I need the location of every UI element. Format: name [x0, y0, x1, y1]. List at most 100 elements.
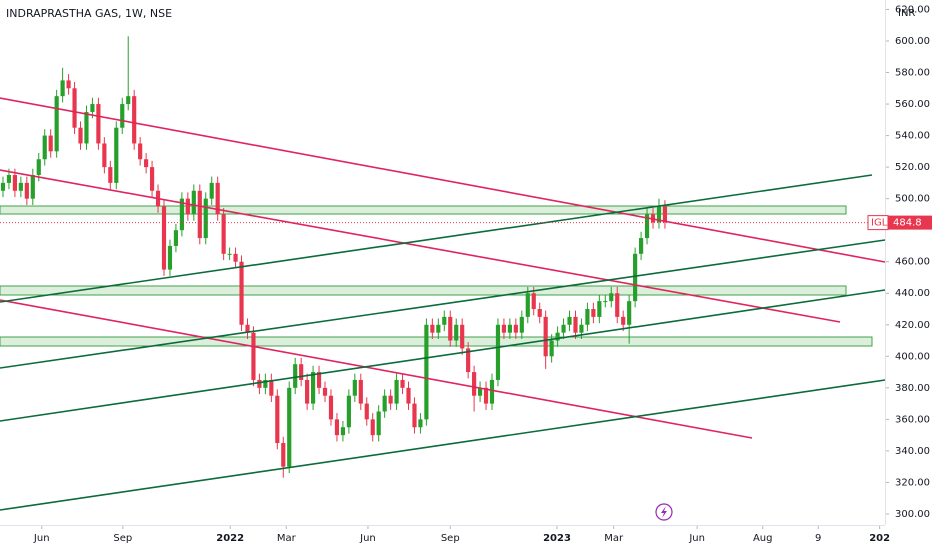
candle-body [227, 253, 232, 255]
candle-body [221, 214, 226, 254]
candle-body [84, 111, 89, 144]
candle-body [591, 309, 596, 317]
candle-body [54, 96, 59, 152]
candle-body [251, 332, 256, 380]
x-tick-label: Jun [688, 533, 705, 544]
x-tick-label: 9 [815, 533, 821, 544]
candle-body [179, 198, 184, 231]
candle-body [549, 340, 554, 357]
candle-body [96, 104, 101, 144]
candle-body [382, 395, 387, 412]
candle-body [466, 348, 471, 373]
candle-body [281, 443, 286, 467]
candle-body [72, 88, 77, 128]
candle-body [239, 261, 244, 325]
candle-body [477, 387, 483, 396]
candle-body [340, 427, 345, 436]
candle-body [305, 379, 310, 404]
candle-body [358, 379, 363, 404]
candle-body [585, 309, 590, 325]
candle-body [287, 387, 292, 467]
y-tick-label: 300.00 [895, 509, 930, 520]
x-tick-label: Mar [604, 533, 624, 544]
candle-body [519, 316, 524, 333]
candle-body [555, 332, 560, 341]
candle-body [263, 379, 268, 388]
y-tick-label: 560.00 [895, 99, 930, 110]
candle-body [454, 324, 459, 341]
candle-body [48, 135, 53, 152]
trend-line [0, 239, 886, 369]
candle-body [42, 135, 47, 160]
trend-line [0, 289, 886, 422]
candle-body [167, 245, 173, 270]
candle-body [448, 316, 453, 341]
candle-body [430, 324, 435, 333]
candle-body [567, 316, 572, 325]
zones [0, 205, 873, 347]
candle-body [364, 403, 369, 420]
y-tick-label: 340.00 [895, 446, 930, 457]
trend-line [0, 174, 873, 303]
candle-body [102, 143, 107, 168]
candle-body [424, 324, 429, 420]
trend-lines [0, 97, 886, 511]
y-tick-label: 460.00 [895, 257, 930, 268]
candle-body [573, 316, 578, 333]
candle-body [24, 182, 29, 199]
chart-title: INDRAPRASTHA GAS, 1W, NSE [6, 7, 172, 20]
candle-body [0, 182, 6, 191]
candle-body [531, 293, 536, 310]
y-tick-label: 520.00 [895, 162, 930, 173]
zone [0, 336, 873, 347]
y-tick-label: 540.00 [895, 131, 930, 142]
y-tick-label: 380.00 [895, 383, 930, 394]
candle-body [322, 387, 328, 396]
symbol: IGL [871, 218, 888, 229]
x-tick-label: 2023 [543, 533, 571, 544]
y-tick-label: 580.00 [895, 68, 930, 79]
candle-body [138, 143, 143, 160]
x-tick-label: Jun [359, 533, 376, 544]
candle-body [603, 301, 608, 303]
zone [0, 285, 847, 296]
candle-body [579, 324, 584, 333]
candle-body [436, 324, 441, 333]
y-tick-label: 500.00 [895, 194, 930, 205]
candle-body [257, 379, 262, 388]
price-box [888, 215, 932, 230]
candle-body [78, 127, 83, 144]
candle-body [60, 80, 65, 97]
candle-body [126, 96, 131, 105]
candle-body [627, 301, 632, 325]
trend-line [0, 379, 886, 511]
trend-line [0, 169, 841, 323]
candle-body [388, 395, 393, 404]
candle-body [597, 301, 602, 317]
candle-body [149, 167, 155, 191]
candle-body [12, 175, 17, 191]
candle-body [639, 238, 644, 254]
candle-body [191, 190, 196, 215]
candle-body [525, 293, 530, 317]
x-tick-label: Aug [753, 533, 773, 544]
candle-body [346, 395, 351, 428]
candle-body [352, 379, 357, 396]
candle-body [370, 419, 375, 436]
candle-body [299, 364, 304, 380]
candle-body [269, 379, 274, 396]
candle-body [275, 395, 280, 444]
candle-body [483, 387, 489, 404]
candle-body [316, 372, 322, 388]
y-tick-label: 320.00 [895, 477, 930, 488]
candle-body [311, 372, 316, 404]
y-tick-label: 620.00 [895, 4, 930, 15]
candle-body [406, 387, 411, 404]
x-tick-label: 202 [869, 533, 890, 544]
x-tick-label: 2022 [216, 533, 244, 544]
candle-body [460, 324, 465, 349]
trend-line [0, 299, 753, 439]
candle-body [418, 419, 423, 428]
x-tick-label: Mar [277, 533, 297, 544]
lightning [661, 506, 667, 518]
